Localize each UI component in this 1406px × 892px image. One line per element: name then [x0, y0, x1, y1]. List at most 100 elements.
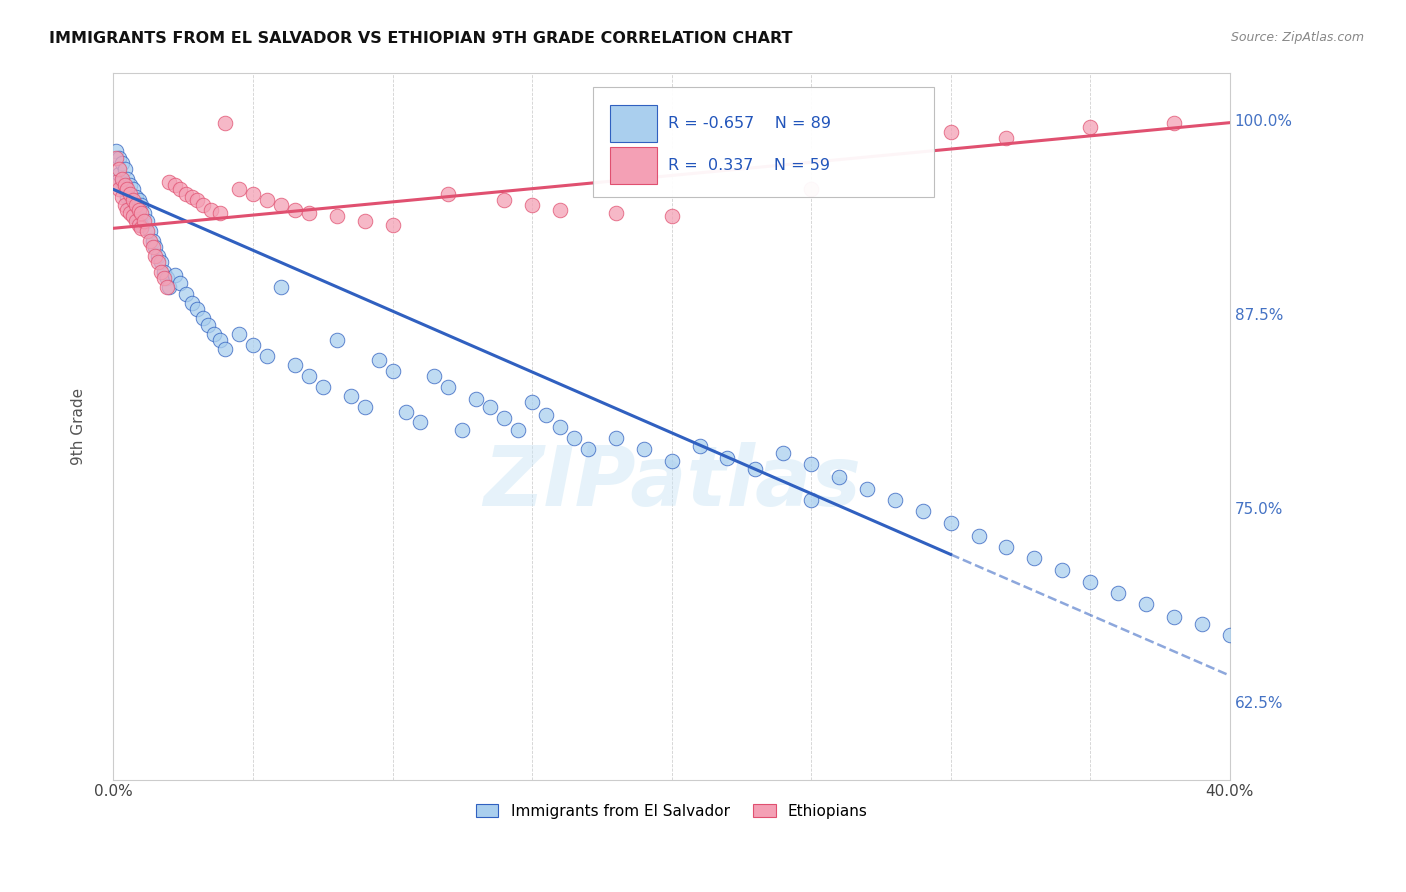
- FancyBboxPatch shape: [593, 87, 934, 196]
- Point: [131, 206, 153, 220]
- FancyBboxPatch shape: [610, 147, 657, 184]
- Point: [200, 202, 222, 217]
- Point: [228, 326, 250, 341]
- Point: [114, 162, 136, 177]
- Point: [353, 213, 375, 227]
- Point: [437, 380, 460, 394]
- Point: [128, 213, 150, 227]
- Point: [120, 178, 142, 192]
- Point: [136, 213, 159, 227]
- Point: [661, 454, 683, 468]
- Point: [1191, 617, 1213, 632]
- Point: [191, 198, 214, 212]
- Point: [108, 162, 131, 177]
- Point: [1052, 563, 1074, 577]
- Point: [911, 504, 934, 518]
- Point: [1024, 550, 1046, 565]
- Point: [117, 190, 139, 204]
- Point: [169, 182, 191, 196]
- Point: [191, 311, 214, 326]
- Point: [353, 400, 375, 414]
- Point: [180, 190, 202, 204]
- Point: [451, 423, 474, 437]
- Point: [298, 368, 321, 383]
- Point: [136, 224, 159, 238]
- Point: [134, 206, 156, 220]
- Text: ZIPatlas: ZIPatlas: [482, 442, 860, 524]
- Point: [242, 187, 264, 202]
- Point: [131, 218, 153, 232]
- Point: [128, 194, 150, 208]
- Point: [155, 271, 177, 285]
- Point: [125, 213, 148, 227]
- Point: [883, 493, 905, 508]
- Point: [128, 202, 150, 217]
- Point: [1078, 575, 1101, 590]
- Point: [111, 190, 134, 204]
- Point: [108, 152, 131, 166]
- Point: [633, 442, 655, 456]
- Point: [125, 198, 148, 212]
- Point: [105, 152, 128, 166]
- Point: [114, 182, 136, 196]
- Point: [139, 234, 162, 248]
- Point: [689, 439, 711, 453]
- Point: [146, 255, 169, 269]
- Point: [146, 249, 169, 263]
- Point: [214, 343, 236, 357]
- Point: [149, 265, 172, 279]
- Point: [381, 364, 404, 378]
- Point: [494, 410, 516, 425]
- Point: [122, 209, 145, 223]
- Point: [131, 221, 153, 235]
- Point: [111, 156, 134, 170]
- Point: [114, 198, 136, 212]
- Point: [716, 451, 738, 466]
- Point: [131, 198, 153, 212]
- Point: [157, 175, 180, 189]
- Point: [163, 268, 186, 282]
- Point: [1107, 586, 1129, 600]
- Point: [105, 175, 128, 189]
- Point: [508, 423, 530, 437]
- Point: [661, 209, 683, 223]
- Point: [995, 131, 1018, 145]
- Point: [548, 202, 571, 217]
- Point: [141, 234, 163, 248]
- Point: [284, 358, 307, 372]
- Point: [1163, 116, 1185, 130]
- Point: [437, 187, 460, 202]
- Point: [256, 194, 278, 208]
- Text: R = -0.657    N = 89: R = -0.657 N = 89: [668, 116, 831, 131]
- Point: [228, 182, 250, 196]
- Point: [256, 349, 278, 363]
- Point: [117, 202, 139, 217]
- Point: [772, 446, 794, 460]
- Point: [744, 462, 766, 476]
- Point: [111, 171, 134, 186]
- Point: [325, 209, 347, 223]
- Point: [163, 178, 186, 192]
- Point: [120, 187, 142, 202]
- Point: [114, 178, 136, 192]
- Point: [122, 182, 145, 196]
- Point: [423, 368, 446, 383]
- Point: [479, 400, 502, 414]
- Point: [157, 280, 180, 294]
- Point: [169, 276, 191, 290]
- Point: [139, 224, 162, 238]
- Point: [298, 206, 321, 220]
- Point: [576, 442, 599, 456]
- Point: [143, 240, 166, 254]
- Text: IMMIGRANTS FROM EL SALVADOR VS ETHIOPIAN 9TH GRADE CORRELATION CHART: IMMIGRANTS FROM EL SALVADOR VS ETHIOPIAN…: [49, 31, 793, 46]
- Point: [186, 301, 208, 316]
- Point: [465, 392, 488, 406]
- Point: [208, 333, 231, 347]
- Point: [174, 187, 197, 202]
- Point: [967, 529, 990, 543]
- Point: [128, 218, 150, 232]
- Point: [149, 255, 172, 269]
- Point: [111, 175, 134, 189]
- Point: [312, 380, 335, 394]
- Point: [409, 416, 432, 430]
